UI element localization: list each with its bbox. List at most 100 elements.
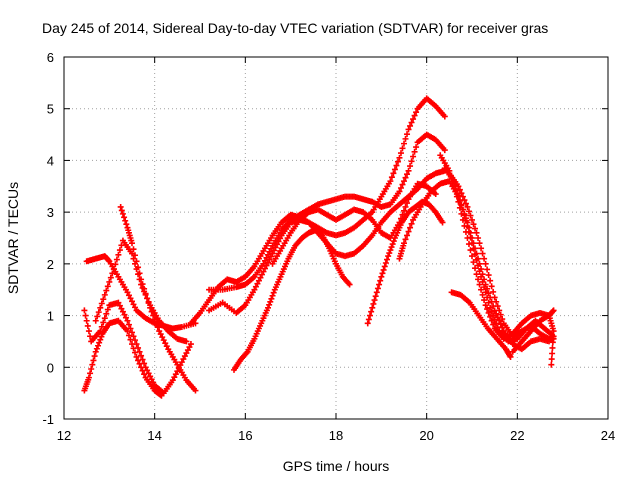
data-point-marker [157,331,164,338]
data-point-marker [404,131,411,138]
data-point-marker [153,320,160,327]
data-point-marker [487,277,494,284]
data-point-marker [92,317,99,324]
data-point-marker [473,229,480,236]
data-point-marker [401,140,407,147]
data-point-marker [97,304,104,311]
data-point-marker [97,336,104,343]
data-point-marker [145,300,152,307]
data-point-marker [411,112,418,119]
data-point-marker [494,314,501,321]
data-point-marker [277,235,284,242]
data-point-marker [388,174,395,181]
data-point-marker [100,319,107,326]
x-tick-label: 20 [419,428,433,443]
data-point-marker [439,219,446,226]
data-point-marker [184,347,191,354]
data-point-marker [125,332,132,339]
data-point-marker [130,301,137,308]
data-point-marker [117,203,124,210]
data-point-marker [475,276,482,283]
data-point-marker [402,174,409,181]
data-point-marker [127,336,134,343]
x-tick-label: 18 [329,428,343,443]
data-point-marker [125,292,132,299]
data-point-marker [389,241,396,248]
data-point-marker [132,252,139,259]
data-point-marker [378,273,385,280]
data-point-marker [148,308,155,315]
data-point-marker [473,271,480,278]
data-point-marker [455,183,462,190]
data-point-marker [472,265,479,272]
data-point-marker [98,333,105,340]
data-point-marker [367,312,373,319]
data-point-marker [410,153,417,160]
data-point-marker [399,145,406,152]
y-tick-label: 3 [47,205,54,220]
data-point-marker [109,270,116,277]
y-tick-label: 6 [47,50,54,65]
data-point-marker [107,274,114,281]
data-point-marker [479,250,486,257]
data-point-marker [98,323,105,330]
data-point-marker [459,216,466,223]
data-point-marker [116,302,123,309]
data-point-marker [122,314,129,321]
data-point-marker [135,264,142,271]
data-point-marker [402,135,409,142]
data-point-marker [550,328,557,335]
data-point-marker [252,283,259,290]
data-point-marker [138,352,145,359]
data-point-marker [346,281,353,288]
data-point-marker [265,304,271,311]
data-point-marker [261,265,268,272]
data-point-marker [178,359,185,366]
data-point-marker [469,216,475,223]
data-point-marker [408,158,415,165]
data-point-marker [136,360,143,367]
data-point-marker [462,200,469,207]
data-point-marker [94,313,101,320]
y-tick-label: 2 [47,257,54,272]
data-point-marker [393,162,400,169]
x-tick-label: 16 [238,428,252,443]
data-point-marker [401,207,407,214]
data-point-marker [475,262,482,269]
data-point-marker [265,259,271,266]
data-point-marker [490,288,497,295]
data-point-marker [408,119,415,126]
data-point-marker [266,301,273,308]
data-point-marker [472,251,479,258]
data-point-marker [413,109,420,116]
data-point-marker [390,170,397,177]
data-point-marker [493,320,500,327]
data-point-marker [461,212,468,219]
data-point-marker [485,290,492,297]
data-point-marker [481,255,488,262]
data-point-marker [478,273,485,280]
data-point-marker [123,221,130,228]
data-point-marker [456,186,463,193]
data-point-marker [159,334,166,341]
data-point-marker [258,271,265,278]
data-point-marker [130,246,137,253]
data-point-marker [507,353,514,360]
data-point-marker [467,234,474,241]
data-point-marker [124,317,131,324]
data-point-marker [369,304,376,311]
data-point-marker [402,236,409,243]
data-point-marker [470,245,477,252]
data-point-marker [154,324,161,331]
data-point-marker [145,370,152,377]
data-point-marker [476,240,483,247]
y-tick-label: 1 [47,309,54,324]
data-point-marker [470,259,477,266]
series-track-l [396,178,553,353]
data-point-marker [472,225,479,232]
data-point-marker [100,296,107,303]
data-point-marker [87,370,94,377]
data-point-marker [484,294,491,301]
data-point-marker [388,244,395,251]
